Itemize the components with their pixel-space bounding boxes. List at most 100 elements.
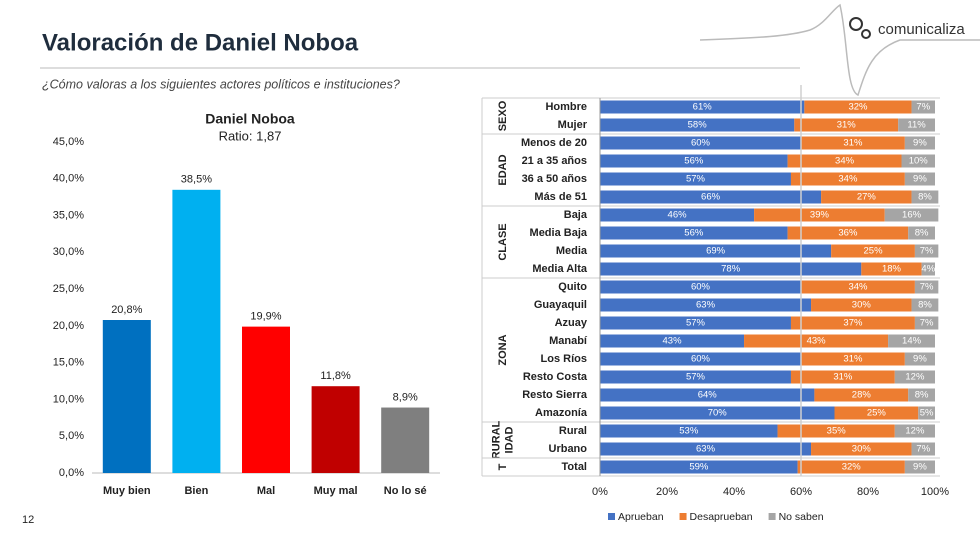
bar-segment	[600, 208, 755, 222]
bar-segment	[797, 460, 905, 474]
value-label: 43%	[807, 336, 827, 347]
bar-segment	[600, 280, 801, 294]
bar-segment	[904, 172, 935, 186]
bar-segment	[904, 136, 935, 150]
bar-segment	[904, 460, 935, 474]
category-label: Amazonía	[535, 407, 588, 419]
value-label: 60%	[691, 354, 711, 365]
group-label: EDAD	[497, 154, 509, 185]
bar-segment	[754, 208, 885, 222]
category-label: Manabí	[549, 335, 588, 347]
bar-segment	[898, 118, 935, 132]
value-label: 46%	[668, 210, 688, 221]
category-label: Más de 51	[534, 191, 587, 203]
bar-segment	[600, 352, 801, 366]
value-label: 16%	[902, 210, 922, 221]
value-label: 39%	[810, 210, 830, 221]
category-label: Mujer	[558, 119, 588, 131]
bar-segment	[921, 262, 935, 276]
category-label: Rural	[559, 425, 587, 437]
bar-segment	[811, 442, 912, 456]
bar-segment	[600, 190, 822, 204]
value-label: 37%	[843, 318, 863, 329]
x-tick-label: Muy mal	[314, 485, 358, 497]
value-label: 56%	[684, 156, 704, 167]
bar-segment	[911, 298, 939, 312]
y-tick-label: 5,0%	[59, 430, 84, 442]
x-tick-label: Mal	[257, 485, 275, 497]
x-tick-label: 20%	[656, 486, 678, 498]
bar-segment	[911, 100, 935, 114]
value-label: 64%	[698, 390, 718, 401]
bar-segment	[904, 352, 935, 366]
bar-segment	[600, 442, 812, 456]
bar	[242, 326, 290, 473]
value-label: 60%	[691, 138, 711, 149]
bar-segment	[600, 460, 798, 474]
value-label: 7%	[916, 102, 930, 113]
bar-segment	[911, 190, 939, 204]
bar-segment	[600, 172, 791, 186]
bar-segment	[911, 442, 935, 456]
bar-segment	[801, 280, 915, 294]
value-label: 32%	[848, 102, 868, 113]
value-label: 69%	[706, 246, 726, 257]
bar-segment	[600, 118, 795, 132]
value-label: 9%	[913, 138, 927, 149]
legend-label: Desaprueban	[690, 511, 753, 523]
y-tick-label: 25,0%	[53, 283, 84, 295]
group-label: CLASE	[497, 223, 509, 260]
value-label: 27%	[857, 192, 877, 203]
x-tick-label: 100%	[921, 486, 949, 498]
bar-segment	[801, 352, 905, 366]
value-label: 28%	[852, 390, 872, 401]
value-label: 25%	[867, 408, 887, 419]
bar-segment	[777, 424, 895, 438]
value-label: 7%	[920, 318, 934, 329]
bar	[311, 386, 360, 473]
value-label: 8%	[915, 228, 929, 239]
value-label: 61%	[693, 102, 713, 113]
bar-segment	[894, 370, 935, 384]
bar-segment	[888, 334, 935, 348]
bar-segment	[914, 280, 939, 294]
value-label: 11%	[907, 120, 926, 131]
value-label: 30%	[852, 444, 872, 455]
x-tick-label: Muy bien	[103, 485, 151, 497]
bar-segment	[600, 100, 805, 114]
logo-icon	[849, 17, 863, 31]
bar-segment	[600, 370, 791, 384]
category-label: Media	[556, 245, 588, 257]
bar-segment	[790, 172, 905, 186]
chart-subtitle: Ratio: 1,87	[219, 128, 282, 143]
x-tick-label: 0%	[592, 486, 608, 498]
value-label: 9%	[913, 354, 927, 365]
value-label: 66%	[701, 192, 721, 203]
bar-segment	[600, 298, 812, 312]
bar	[102, 320, 151, 473]
value-label: 31%	[837, 120, 857, 131]
bar-segment	[600, 136, 801, 150]
value-label: 70%	[708, 408, 728, 419]
category-label: Hombre	[545, 101, 587, 113]
value-label: 8,9%	[393, 391, 418, 403]
slide-subtitle: ¿Cómo valoras a los siguientes actores p…	[42, 77, 400, 91]
value-label: 32%	[842, 462, 862, 473]
y-tick-label: 10,0%	[53, 393, 84, 405]
legend-swatch	[608, 513, 615, 520]
value-label: 12%	[905, 426, 925, 437]
category-label: Menos de 20	[521, 137, 587, 149]
bar-segment	[790, 370, 895, 384]
decor-wave	[699, 3, 980, 97]
bar-segment	[600, 244, 832, 258]
x-tick-label: 60%	[790, 486, 812, 498]
bar-segment	[794, 118, 899, 132]
bar-segment	[901, 154, 935, 168]
value-label: 31%	[843, 354, 863, 365]
value-label: 57%	[686, 318, 706, 329]
category-label: Resto Sierra	[522, 389, 588, 401]
bar-segment	[811, 298, 912, 312]
group-label: ZONA	[497, 334, 509, 365]
group-label: SEXO	[497, 100, 509, 131]
